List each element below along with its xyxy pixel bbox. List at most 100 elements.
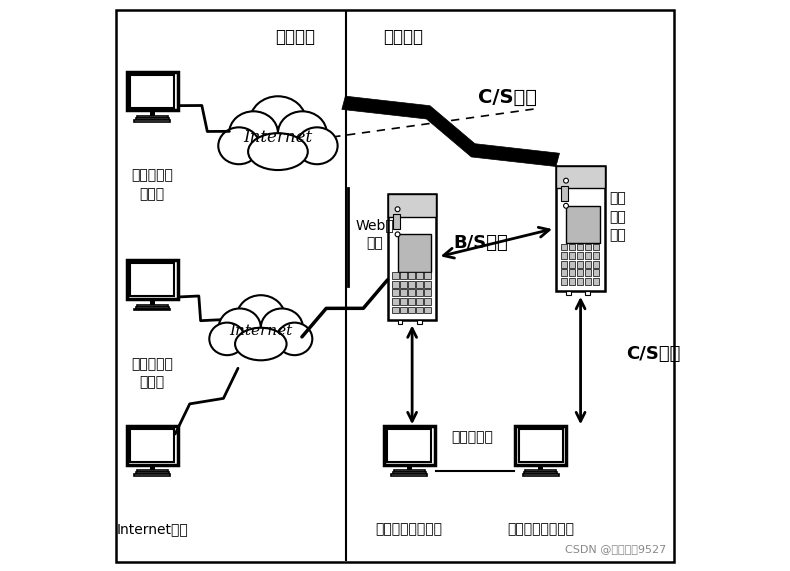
Bar: [387, 429, 431, 461]
Bar: [556, 166, 605, 188]
Bar: [416, 272, 423, 279]
Bar: [401, 298, 407, 305]
Bar: [585, 243, 592, 251]
Circle shape: [395, 219, 400, 224]
Bar: [585, 261, 592, 268]
Bar: [130, 429, 175, 461]
Text: C/S结构: C/S结构: [626, 345, 681, 363]
Bar: [137, 471, 167, 472]
Bar: [566, 291, 571, 295]
Bar: [384, 426, 435, 465]
Bar: [134, 308, 171, 311]
Bar: [388, 194, 436, 217]
Text: C/S结构: C/S结构: [478, 87, 536, 107]
Bar: [416, 289, 423, 296]
Bar: [137, 305, 167, 307]
Bar: [577, 270, 583, 276]
Bar: [569, 278, 575, 285]
Circle shape: [563, 203, 569, 208]
Text: Internet: Internet: [243, 128, 313, 146]
Bar: [561, 252, 567, 259]
Bar: [569, 261, 575, 268]
Ellipse shape: [209, 323, 245, 355]
Bar: [566, 206, 600, 243]
Bar: [393, 214, 400, 230]
Text: Web服
务器: Web服 务器: [356, 218, 394, 250]
Bar: [524, 472, 557, 474]
Ellipse shape: [278, 111, 327, 155]
Bar: [585, 278, 592, 285]
Ellipse shape: [261, 308, 303, 347]
Bar: [424, 281, 431, 288]
Text: 数据
库服
务器: 数据 库服 务器: [609, 192, 626, 242]
Circle shape: [395, 207, 400, 212]
Bar: [424, 307, 431, 313]
Ellipse shape: [218, 127, 259, 164]
Ellipse shape: [219, 308, 261, 347]
Text: CSDN @烟雨平生9527: CSDN @烟雨平生9527: [565, 544, 666, 554]
Bar: [130, 263, 175, 296]
Text: Internet: Internet: [229, 324, 292, 338]
Bar: [592, 270, 600, 276]
Bar: [134, 474, 171, 476]
Text: Internet用户: Internet用户: [116, 522, 188, 537]
Bar: [569, 243, 575, 251]
Bar: [392, 289, 399, 296]
Bar: [401, 281, 407, 288]
Bar: [417, 320, 422, 324]
Bar: [408, 272, 415, 279]
Bar: [126, 426, 178, 465]
Circle shape: [563, 178, 569, 183]
Bar: [136, 118, 169, 120]
Bar: [569, 252, 575, 259]
Bar: [424, 272, 431, 279]
Text: 维护和修改工作站: 维护和修改工作站: [507, 522, 574, 537]
Bar: [592, 243, 600, 251]
Bar: [538, 465, 544, 471]
Bar: [416, 307, 423, 313]
Bar: [388, 194, 436, 320]
Text: 企业外部: 企业外部: [275, 28, 315, 46]
Circle shape: [563, 191, 569, 196]
Ellipse shape: [229, 111, 278, 155]
Bar: [416, 281, 423, 288]
Bar: [561, 186, 569, 201]
Bar: [577, 261, 583, 268]
Bar: [408, 289, 415, 296]
Bar: [392, 272, 399, 279]
Bar: [585, 252, 592, 259]
Ellipse shape: [236, 295, 285, 340]
Ellipse shape: [250, 96, 307, 147]
Text: 内部局域网: 内部局域网: [451, 430, 493, 444]
Bar: [392, 281, 399, 288]
Bar: [134, 120, 171, 122]
Bar: [130, 75, 175, 107]
Bar: [561, 270, 567, 276]
Bar: [408, 281, 415, 288]
Polygon shape: [342, 96, 559, 167]
Bar: [150, 299, 155, 305]
Bar: [577, 243, 583, 251]
Bar: [585, 270, 592, 276]
Bar: [561, 278, 567, 285]
Text: 企业内部: 企业内部: [384, 28, 423, 46]
Text: 维护和修改
工作站: 维护和修改 工作站: [131, 168, 173, 201]
Bar: [401, 289, 407, 296]
Text: 查询和浏览工作站: 查询和浏览工作站: [376, 522, 442, 537]
Bar: [523, 474, 559, 476]
Ellipse shape: [296, 127, 337, 164]
Bar: [577, 252, 583, 259]
Bar: [401, 272, 407, 279]
Ellipse shape: [276, 323, 312, 355]
Bar: [577, 278, 583, 285]
Bar: [416, 298, 423, 305]
Bar: [525, 471, 556, 472]
Bar: [518, 429, 562, 461]
Bar: [556, 166, 605, 291]
Bar: [150, 465, 155, 471]
Bar: [592, 278, 600, 285]
Bar: [137, 116, 167, 118]
Bar: [393, 472, 426, 474]
Ellipse shape: [248, 133, 308, 170]
Bar: [408, 307, 415, 313]
